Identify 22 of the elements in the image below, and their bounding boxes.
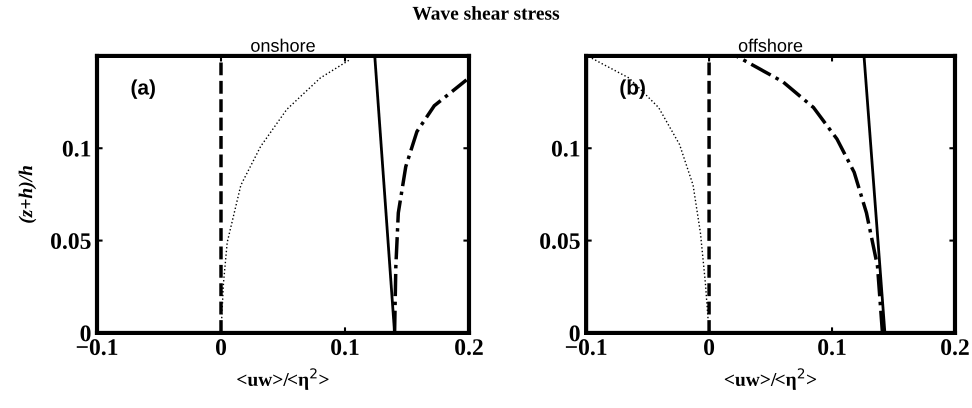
annotation: (b) [620,79,645,99]
y-tick-label: 0.05 [540,233,580,250]
x-tick-label: 0.2 [941,339,969,356]
x-tick-label: 0.1 [818,339,846,356]
x-tick-label: 0.1 [331,339,359,356]
chart-title: Wave shear stress [412,6,560,20]
y-tick-label: 0.05 [51,233,91,250]
x-tick-label: 0 [704,339,714,356]
chart-subtitle: onshore [251,38,315,52]
x-axis-title: <uw>/<η$^{2}$> [237,368,328,390]
x-axis-title: <uw>/<η$^{2}$> [724,368,816,390]
y-axis-title: (z+h)/h [18,166,36,223]
y-tick-label: 0.1 [552,140,580,157]
y-tick-label: 0 [570,325,580,342]
annotation: (a) [132,79,155,99]
y-tick-label: 0.1 [62,140,90,157]
x-tick-label: 0.2 [455,339,483,356]
x-tick-label: −0.1 [566,339,606,356]
chart-subtitle: offshore [738,38,802,52]
y-tick-label: 0 [80,325,91,342]
x-tick-label: 0 [216,339,226,356]
x-tick-label: −0.1 [76,339,118,356]
